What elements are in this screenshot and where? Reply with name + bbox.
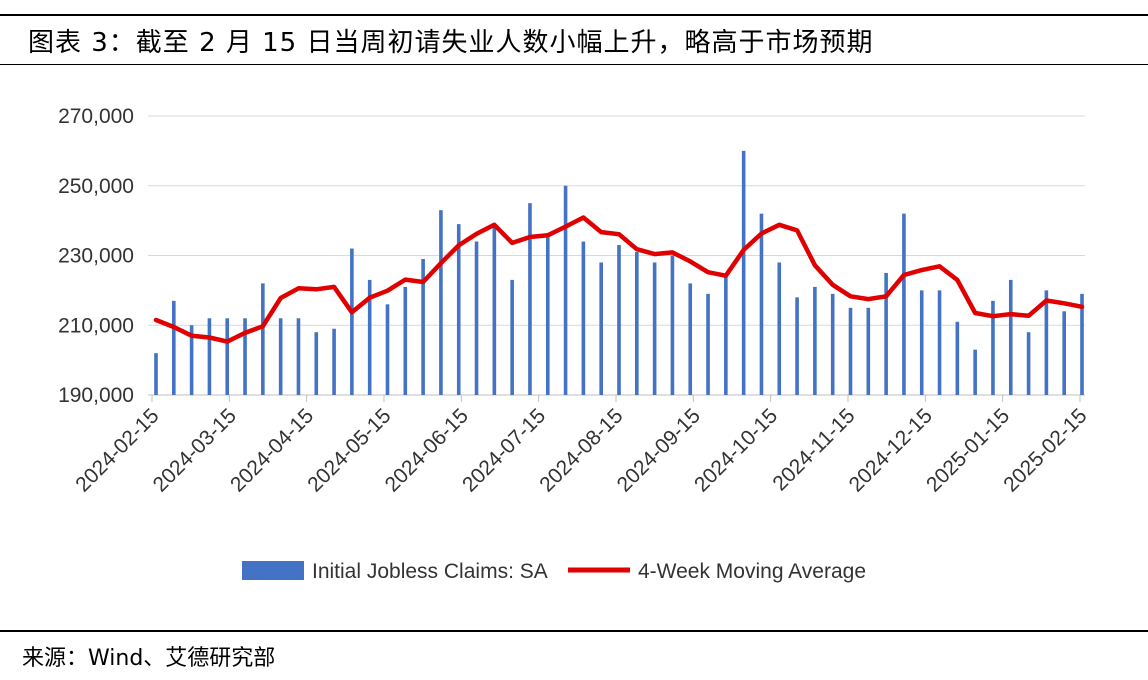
bar <box>367 279 372 395</box>
bar <box>225 318 230 395</box>
bar-series <box>154 150 1084 395</box>
bar <box>439 210 443 395</box>
legend: Initial Jobless Claims: SA 4-Week Moving… <box>242 560 866 583</box>
bar <box>510 279 514 395</box>
bar <box>741 150 746 395</box>
bar <box>973 349 977 395</box>
y-tick-label: 250,000 <box>58 175 134 198</box>
bar <box>1008 279 1013 395</box>
bar <box>777 262 782 395</box>
bar <box>492 227 497 395</box>
bar <box>528 203 532 395</box>
bar <box>154 353 158 395</box>
legend-swatch-bars <box>242 561 304 580</box>
bar <box>688 283 693 395</box>
bar <box>385 304 390 395</box>
bar <box>724 276 728 395</box>
bar <box>1080 293 1084 395</box>
bar <box>563 185 568 395</box>
bar <box>403 286 408 395</box>
bar <box>261 283 265 395</box>
x-tick-label: 2025-02-15 <box>999 404 1091 496</box>
bar <box>1062 311 1066 395</box>
bar <box>456 224 461 395</box>
bar <box>866 307 871 395</box>
x-tick-label: 2024-10-15 <box>690 404 782 496</box>
bar <box>759 213 764 395</box>
y-axis-ticks: 190,000 210,000 230,000 250,000 270,000 <box>58 105 134 407</box>
legend-label-line: 4-Week Moving Average <box>638 560 866 583</box>
bar <box>599 262 603 395</box>
bar <box>937 290 942 395</box>
bar <box>296 318 301 395</box>
bar <box>243 318 247 395</box>
bar <box>955 321 960 395</box>
bar <box>332 328 336 395</box>
bar <box>474 241 479 395</box>
bar <box>991 300 995 395</box>
bar <box>706 293 710 395</box>
legend-label-bars: Initial Jobless Claims: SA <box>312 560 548 583</box>
bar <box>884 272 888 395</box>
line-series <box>153 215 1085 344</box>
bar <box>421 258 425 395</box>
bar <box>635 252 639 395</box>
figure-title: 图表 3：截至 2 月 15 日当周初请失业人数小幅上升，略高于市场预期 <box>28 28 874 58</box>
x-axis-ticks: 2024-02-152024-03-152024-04-152024-05-15… <box>71 395 1092 496</box>
y-tick-label: 270,000 <box>58 105 134 128</box>
bottom-rule <box>0 630 1148 632</box>
y-tick-label: 230,000 <box>58 245 134 268</box>
bar <box>189 325 194 395</box>
gridlines <box>148 115 1085 396</box>
y-tick-label: 210,000 <box>58 314 134 337</box>
y-tick-label: 190,000 <box>58 384 134 407</box>
bar <box>172 300 176 395</box>
bar <box>207 318 212 395</box>
bar <box>581 241 586 395</box>
jobless-claims-chart: 190,000 210,000 230,000 250,000 270,000 2024… <box>58 105 1092 583</box>
bar <box>617 245 621 395</box>
top-rule <box>0 14 1148 16</box>
bar <box>545 234 550 395</box>
title-rule <box>0 64 1148 65</box>
bar <box>278 318 283 395</box>
bar <box>902 213 906 395</box>
bar <box>848 307 853 395</box>
source-note: 来源：Wind、艾德研究部 <box>22 646 276 671</box>
bar <box>350 248 354 395</box>
bar <box>830 293 835 395</box>
bar <box>1026 332 1031 395</box>
bar <box>813 286 817 395</box>
bar <box>1044 290 1049 395</box>
bar <box>314 332 319 395</box>
bar <box>652 262 657 395</box>
bar <box>795 297 799 395</box>
bar <box>670 255 675 395</box>
bar <box>919 290 924 395</box>
